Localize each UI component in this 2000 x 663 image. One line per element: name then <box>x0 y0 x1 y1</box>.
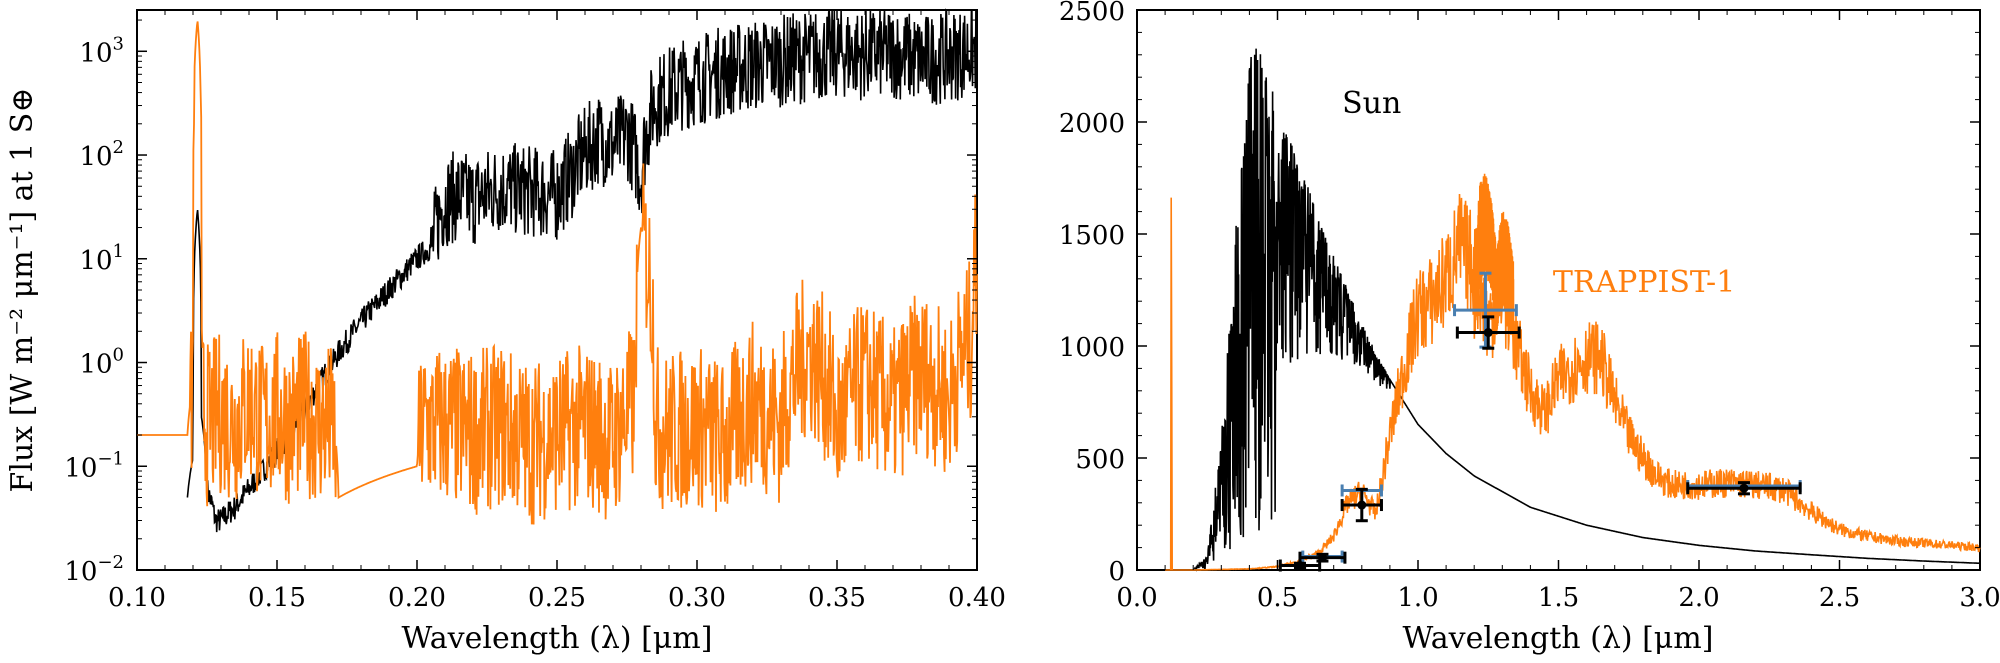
left-y-tick-label: 100 <box>79 345 124 380</box>
photometry-point <box>1317 553 1327 563</box>
trappist-annotation: TRAPPIST-1 <box>1553 265 1735 300</box>
left-series-group <box>137 8 978 533</box>
right-x-tick-label: 3.0 <box>1959 583 2000 613</box>
left-x-tick-label: 0.15 <box>248 583 306 613</box>
right-x-tick-label: 2.5 <box>1819 583 1860 613</box>
right-y-tick-label: 2000 <box>1059 109 1125 139</box>
right-y-tick-label: 1000 <box>1059 333 1125 363</box>
left-x-axis-label: Wavelength (λ) [μm] <box>402 621 713 656</box>
left-plot-frame <box>136 9 978 571</box>
right-y-tick-label: 2500 <box>1059 0 1125 27</box>
right-x-tick-label: 1.0 <box>1397 583 1438 613</box>
right-ticks-group: 0.0 0.5 1.0 1.5 2.0 2.5 3.0 0 500 1000 1500 2000 250… <box>1059 0 2000 613</box>
left-y-tick-label: 102 <box>79 137 124 172</box>
right-y-tick-label: 0 <box>1108 557 1125 587</box>
right-series-sun <box>1192 48 1980 572</box>
left-x-tick-label: 0.40 <box>948 583 1006 613</box>
right-y-tick-label: 500 <box>1075 445 1125 475</box>
left-ticks-group: 0.10 0.15 0.20 0.25 0.30 0.35 0.40 10−2 10−1 100 1… <box>64 10 1006 613</box>
left-x-tick-label: 0.10 <box>108 583 166 613</box>
left-y-tick-label: 10−1 <box>64 448 124 483</box>
photometry-point <box>1483 328 1493 338</box>
right-annotations-group: Sun TRAPPIST-1 <box>1342 86 1735 300</box>
right-x-tick-label: 2.0 <box>1678 583 1719 613</box>
left-series-trappist <box>137 21 978 525</box>
left-y-tick-label: 103 <box>79 33 124 68</box>
right-x-tick-label: 1.5 <box>1538 583 1579 613</box>
panel-right: 0.0 0.5 1.0 1.5 2.0 2.5 3.0 0 500 1000 1500 2000 250… <box>1059 0 2000 656</box>
left-y-axis-label: Flux [W m⁻² μm⁻¹] at 1 S⊕ <box>5 88 40 493</box>
photometry-point <box>1295 561 1305 571</box>
right-x-tick-label: 0.0 <box>1116 583 1157 613</box>
photometry-point <box>1357 500 1367 510</box>
right-photometry-group <box>1278 271 1802 572</box>
left-x-tick-label: 0.30 <box>668 583 726 613</box>
right-x-axis-label: Wavelength (λ) [μm] <box>1403 621 1714 656</box>
left-x-tick-label: 0.20 <box>388 583 446 613</box>
photometry-point <box>1739 483 1749 493</box>
left-y-tick-label: 101 <box>79 241 124 276</box>
panel-left: 0.10 0.15 0.20 0.25 0.30 0.35 0.40 10−2 10−1 100 1… <box>5 8 1006 656</box>
left-x-tick-label: 0.35 <box>808 583 866 613</box>
left-y-tick-label: 10−2 <box>64 552 124 587</box>
right-x-tick-label: 0.5 <box>1257 583 1298 613</box>
sun-annotation: Sun <box>1342 86 1401 121</box>
left-x-tick-label: 0.25 <box>528 583 586 613</box>
right-series-group <box>1165 48 1981 572</box>
right-y-tick-label: 1500 <box>1059 221 1125 251</box>
